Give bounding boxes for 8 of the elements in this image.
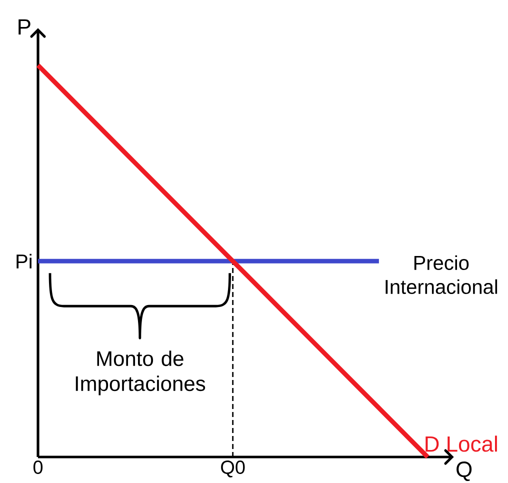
x-axis-title: Q xyxy=(456,462,472,482)
series-label: Precio Internacional xyxy=(386,255,498,294)
text: Pi xyxy=(16,254,32,268)
x-tick-label: Q0 xyxy=(221,460,245,478)
y-axis-title: P xyxy=(18,19,30,35)
series-label: D Local xyxy=(426,436,497,452)
x-tick-label: 0 xyxy=(33,460,43,474)
annotation: Monto de Importaciones xyxy=(76,350,206,396)
